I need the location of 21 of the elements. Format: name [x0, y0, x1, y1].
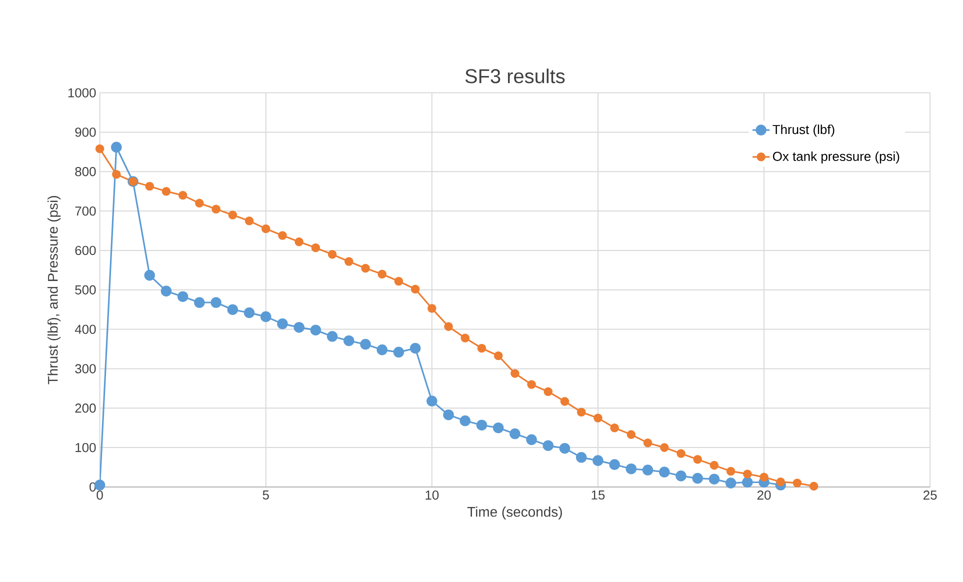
- legend-label: Thrust (lbf): [772, 124, 834, 137]
- x-tick-label: 5: [262, 490, 269, 500]
- chart-title: SF3 results: [465, 68, 565, 84]
- y-tick-label: 600: [75, 246, 96, 256]
- legend-label: Ox tank pressure (psi): [772, 152, 900, 164]
- x-axis-title: Time (seconds): [467, 506, 562, 520]
- x-tick-label: 20: [757, 490, 771, 500]
- y-axis-title: Thrust (lbf), and Pressure (psi): [48, 196, 61, 384]
- y-tick-label: 500: [75, 285, 96, 295]
- y-tick-label: 900: [75, 128, 96, 137]
- y-tick-label: 300: [75, 364, 96, 374]
- y-tick-label: 800: [75, 167, 96, 176]
- y-tick-label: 1000: [68, 88, 96, 98]
- x-tick-label: 15: [592, 490, 605, 500]
- x-tick-label: 25: [924, 490, 937, 500]
- x-tick-label: 0: [96, 490, 103, 500]
- y-tick-label: 700: [75, 206, 96, 216]
- x-tick-label: 10: [426, 490, 439, 500]
- y-tick-label: 400: [74, 324, 96, 334]
- y-tick-label: 100: [76, 443, 96, 452]
- y-tick-label: 200: [75, 404, 96, 413]
